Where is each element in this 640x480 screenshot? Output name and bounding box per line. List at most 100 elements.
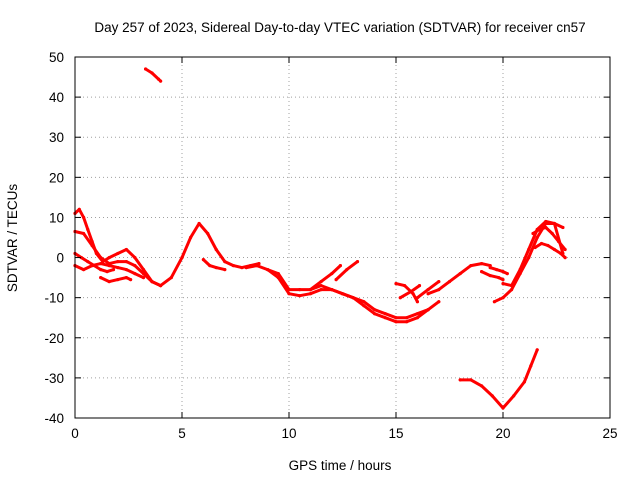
y-tick-label: 50 [49,50,64,65]
y-tick-label: -40 [44,411,64,426]
data-point [79,256,83,260]
series-line-arc-3 [73,230,163,288]
data-point [330,272,334,276]
y-tick-label: -10 [44,291,64,306]
data-point [501,296,505,300]
chart-title: Day 257 of 2023, Sidereal Day-to-day VTE… [94,20,585,35]
data-point [373,312,377,316]
data-point [223,268,227,272]
data-point [345,268,349,272]
data-point [189,235,193,240]
data-point [447,280,452,284]
data-point [319,284,323,288]
data-point [355,260,360,264]
x-tick-label: 15 [388,426,403,441]
data-point [497,276,501,280]
data-point [298,288,302,292]
data-point [405,320,409,324]
data-point [99,256,103,260]
data-point [107,264,111,268]
data-point [156,77,161,81]
series-line-arc-10 [308,264,342,292]
data-point [99,276,103,280]
series-line-arc-2 [73,207,261,288]
data-point [537,227,542,232]
series-layer [73,67,567,410]
data-point [201,258,205,262]
data-point [458,378,462,382]
data-point [133,264,137,268]
data-point [338,264,342,268]
data-point [535,235,539,240]
data-point [398,296,402,300]
data-point [544,219,548,224]
data-point [276,276,280,280]
data-point [129,278,133,282]
data-point [351,296,355,300]
data-point [133,272,137,276]
data-point [426,288,430,292]
data-point [330,288,334,292]
data-point [214,247,218,252]
data-point [510,284,514,288]
data-point [539,241,544,246]
data-point [287,292,291,296]
data-point [99,268,103,272]
y-tick-label: -30 [44,371,64,386]
data-point [231,264,235,268]
data-point [92,264,96,268]
data-point [362,300,366,304]
x-tick-label: 20 [495,426,510,441]
data-point [111,268,116,272]
data-point [255,264,259,268]
data-point [197,221,201,226]
data-point [394,320,398,324]
data-point [488,274,492,278]
data-point [469,264,473,268]
data-point [426,308,430,312]
data-point [244,266,248,270]
series-line-arc-20 [501,220,565,288]
data-point [82,231,86,236]
data-point [409,290,413,294]
data-point [505,272,509,276]
data-point [405,316,409,320]
data-point [340,292,345,296]
data-point [559,251,563,256]
data-point [437,300,441,304]
data-point [116,260,120,264]
data-point [150,71,154,75]
data-point [518,268,522,272]
series-line-arc-18 [488,266,509,276]
data-point [495,268,499,272]
data-point [90,243,94,248]
data-point [480,384,484,388]
data-point [546,243,550,248]
series-line-arc-9 [266,268,430,324]
data-point [501,270,505,274]
data-point [557,239,561,244]
data-point [144,67,148,71]
y-tick-label: 10 [49,210,64,225]
data-point [383,312,387,316]
data-point [480,270,484,274]
data-point [141,268,146,272]
data-point [501,278,505,282]
data-point [480,262,484,266]
data-point [563,256,567,260]
data-point [533,245,537,250]
data-point [107,256,111,260]
data-point [415,296,419,300]
data-point [531,231,535,236]
data-point [208,264,212,268]
data-point [544,225,548,230]
data-point [77,207,81,211]
data-point [206,231,210,236]
data-point [223,260,227,264]
x-tick-label: 0 [71,426,79,441]
tick-layer: 0 5 10 15 20 25 -40 -30 -20 -10 0 10 20 30 40 50 [44,50,617,441]
plot-frame [74,56,611,419]
data-point [394,316,398,320]
data-point [180,256,184,260]
data-point [298,294,302,298]
